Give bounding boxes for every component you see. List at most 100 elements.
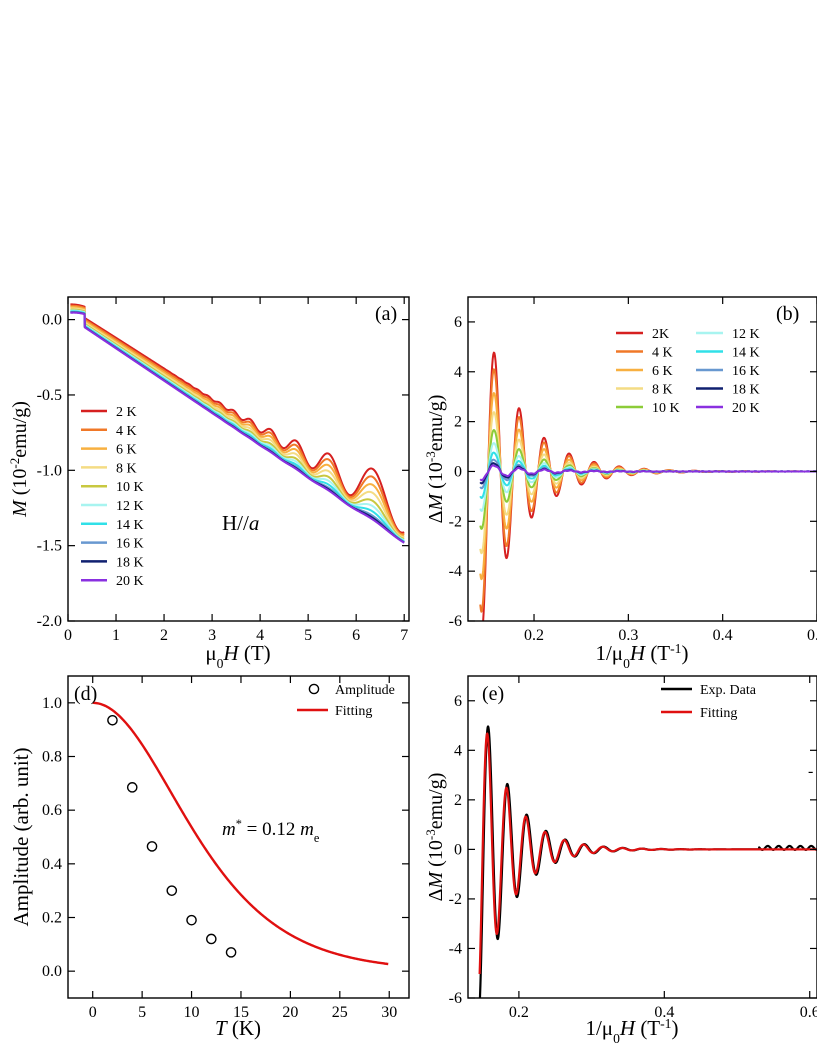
x-tick-label: 0.3 (618, 627, 638, 644)
legend-label: 2 K (116, 405, 137, 420)
data-point (206, 933, 217, 945)
x-axis-label: T (K) (215, 1016, 261, 1040)
annotation: m* = 0.12 me (222, 817, 320, 845)
series-line (69, 306, 405, 537)
x-axis-label: 1/μ0H (T-1) (585, 1016, 678, 1046)
y-tick-label: 6 (454, 693, 462, 710)
legend-label: 18 K (732, 383, 760, 398)
legend-label: 8 K (116, 461, 137, 476)
panel-a: 0 1 2 3 4 5 6 7 -2.0 -1.5 -1.0 -0.5 0.0 2 K 4 K 6 K 8 K 1… (7, 296, 410, 671)
y-tick-label: -4 (449, 563, 462, 580)
y-tick-label: -4 (449, 940, 462, 957)
exp-data-line (478, 725, 817, 998)
series-line (479, 464, 817, 482)
legend-label: Fitting (700, 706, 737, 721)
y-tick-label: 4 (454, 364, 462, 381)
y-tick-label: 0.2 (42, 910, 62, 927)
data-point (126, 782, 138, 793)
legend-label: Fitting (335, 704, 372, 719)
legend-label: 20 K (732, 401, 760, 416)
panel-d: 0 5 10 15 20 25 30 0.0 0.2 0.4 0.6 0.8 1.0 Amplitude F… (9, 675, 410, 1040)
panel-e: 0.2 0.4 0.6 -6 -4 -2 0 2 4 6 Exp. Data Fitting (e) 1/… (423, 675, 817, 1046)
plot-area (69, 303, 405, 544)
y-tick-label: -6 (449, 990, 462, 1007)
y-tick-label: 0.0 (42, 312, 62, 329)
legend-label: 14 K (116, 518, 144, 533)
x-tick-label: 5 (304, 627, 312, 644)
data-point (186, 914, 197, 926)
legend-label: 6 K (116, 443, 137, 458)
panel-b: 0.2 0.3 0.4 0.5 -6 -4 -2 0 2 4 6 2K 4 K 6 K 8 K 10 K 12 … (423, 296, 817, 671)
y-tick-label: 6 (454, 314, 462, 331)
fit-line (478, 732, 817, 975)
legend-label: 16 K (116, 537, 144, 552)
axes-frame (467, 296, 817, 622)
data-point (107, 714, 118, 726)
x-tick-label: 3 (208, 627, 216, 644)
data-point (225, 947, 237, 958)
y-axis-label: ΔM (10-3emu/g) (423, 773, 448, 902)
annotation: H//a (222, 511, 259, 535)
y-tick-label: 0.4 (42, 856, 62, 873)
x-tick-label: 0 (64, 627, 72, 644)
axes-frame (67, 296, 410, 622)
series-line (69, 311, 405, 544)
y-tick-label: -2.0 (37, 613, 62, 630)
x-tick-label: 4 (256, 627, 264, 644)
y-tick-label: 0.6 (42, 802, 62, 819)
series-line (69, 307, 405, 539)
legend-marker (308, 683, 320, 695)
x-tick-label: 5 (138, 1004, 146, 1021)
x-tick-label: 0.6 (800, 1004, 817, 1021)
plot-area (478, 725, 817, 998)
legend-label: 10 K (116, 480, 144, 495)
legend-label: 14 K (732, 346, 760, 361)
series-line (69, 304, 405, 536)
x-tick-label: 15 (233, 1004, 249, 1021)
x-tick-label: 0.5 (807, 627, 817, 644)
x-tick-label: 30 (381, 1004, 397, 1021)
y-tick-label: -1.0 (37, 462, 62, 479)
y-tick-label: 0.0 (42, 963, 62, 980)
y-axis-label: Amplitude (arb. unit) (9, 747, 33, 926)
x-tick-label: 20 (282, 1004, 298, 1021)
plot-area (479, 351, 817, 621)
legend-label: 16 K (732, 364, 760, 379)
y-tick-label: 0.8 (42, 749, 62, 766)
legend-label: 10 K (652, 401, 680, 416)
legend-label: 20 K (116, 574, 144, 589)
legend-label: 4 K (116, 424, 137, 439)
y-tick-label: -2 (449, 891, 462, 908)
series-line (69, 303, 405, 534)
x-tick-label: 7 (400, 627, 408, 644)
legend-label: 8 K (652, 383, 673, 398)
panel-label: (e) (482, 683, 504, 705)
y-tick-label: 4 (454, 742, 462, 759)
y-tick-label: -6 (449, 613, 462, 630)
x-tick-label: 0.2 (524, 627, 544, 644)
x-axis-label: 1/μ0H (T-1) (595, 641, 688, 671)
x-tick-label: 0.4 (713, 627, 733, 644)
legend-label: 2K (652, 327, 669, 342)
fit-line (92, 701, 389, 966)
legend-label: 12 K (732, 327, 760, 342)
y-axis-label: M (10-2emu/g) (7, 401, 32, 518)
panel-label: (a) (375, 303, 397, 325)
axes-frame (467, 675, 817, 999)
legend-label: 4 K (652, 346, 673, 361)
x-tick-label: 2 (160, 627, 168, 644)
y-tick-label: 2 (454, 414, 462, 431)
legend-label: 12 K (116, 499, 144, 514)
panel-label: (d) (74, 683, 97, 705)
y-tick-label: 1.0 (42, 695, 62, 712)
data-point (166, 885, 178, 896)
x-tick-label: 6 (352, 627, 360, 644)
y-tick-label: -2 (449, 513, 462, 530)
x-tick-label: 1 (112, 627, 120, 644)
data-point (146, 841, 158, 852)
panel-label: (b) (776, 303, 799, 325)
x-tick-label: 0 (89, 1004, 97, 1021)
x-axis-label: μ0H (T) (205, 641, 270, 671)
axes-frame (67, 675, 410, 999)
